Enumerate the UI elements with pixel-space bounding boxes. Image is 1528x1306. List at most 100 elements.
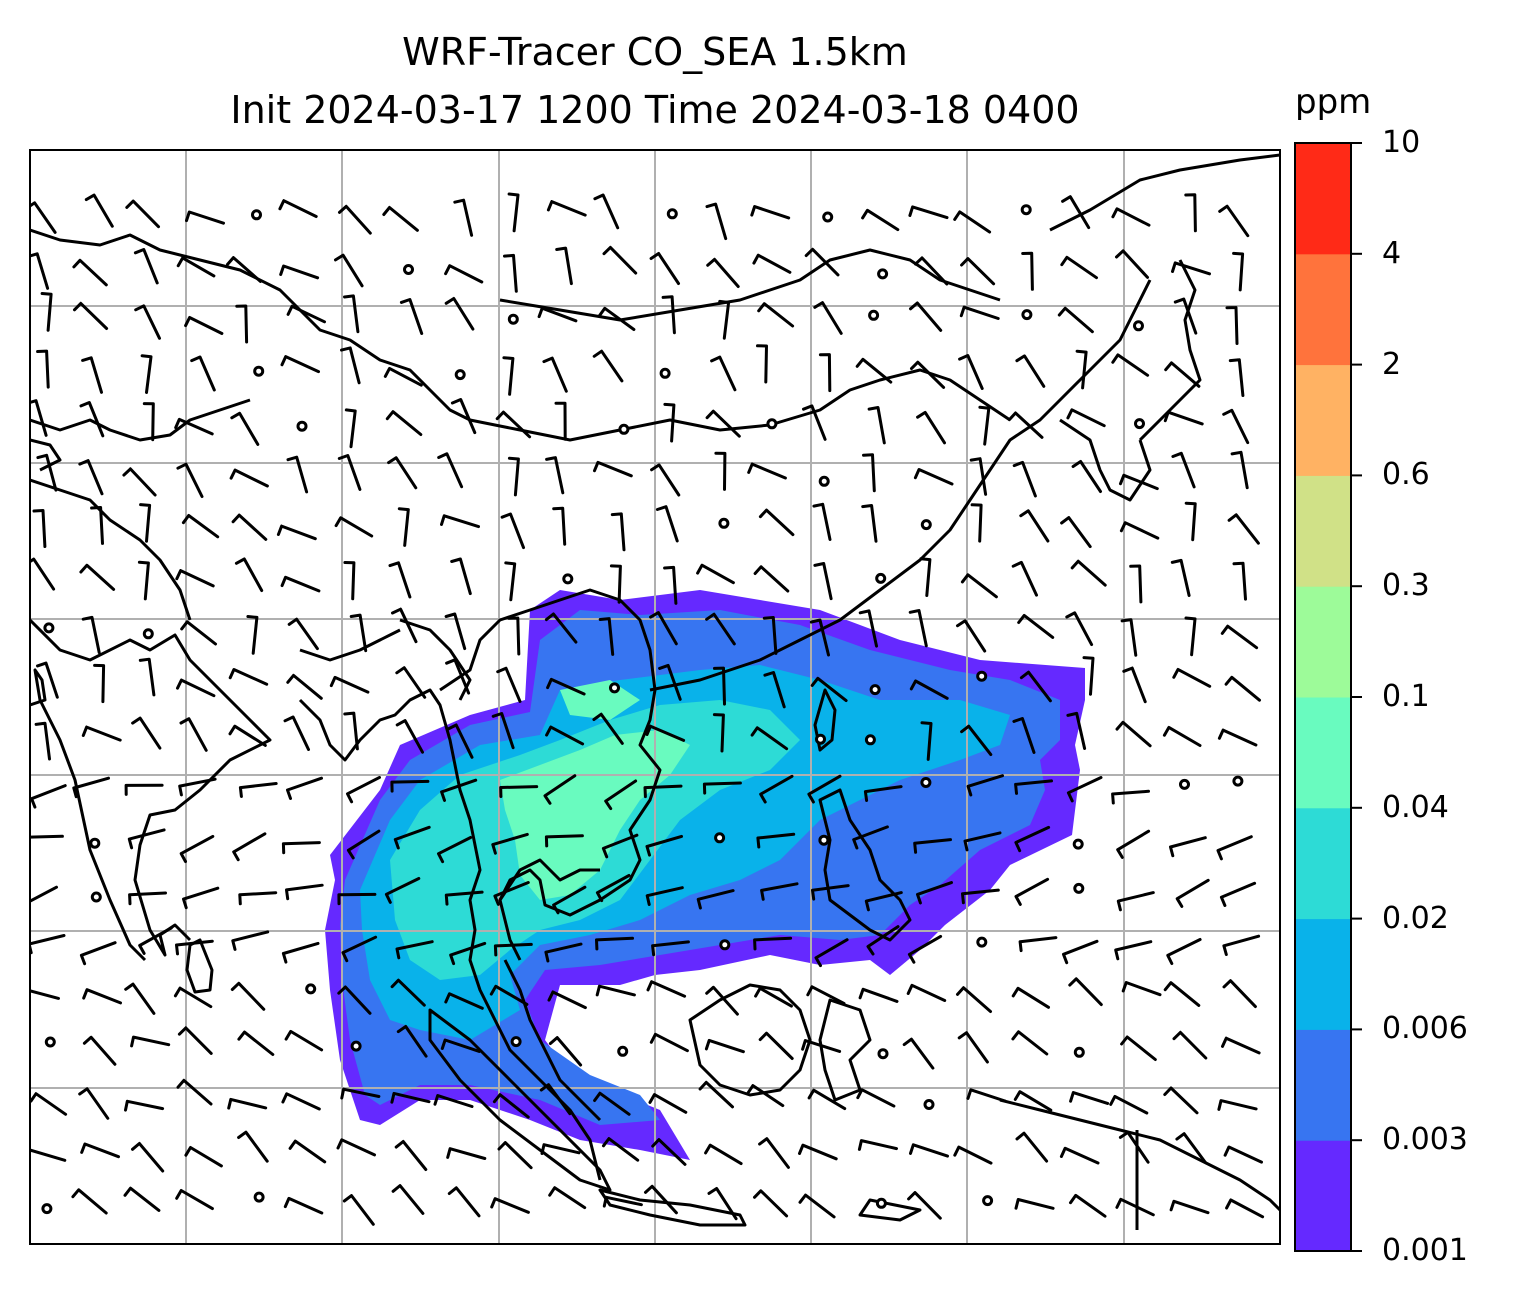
wind-barb: [602, 1195, 643, 1208]
wind-barb: [812, 502, 832, 541]
wind-barb: [646, 980, 687, 998]
calm-wind-circle: [454, 369, 466, 381]
wind-barb: [433, 1094, 474, 1108]
wind-barb: [651, 940, 690, 957]
wind-barb: [1217, 1099, 1258, 1111]
wind-barb: [343, 294, 360, 334]
colorbar-tick-label: 4: [1382, 235, 1402, 271]
wind-barb: [802, 404, 827, 441]
calm-wind-circle: [562, 573, 574, 585]
wind-barb: [1166, 938, 1202, 965]
colorbar-segment: [1295, 697, 1351, 809]
colorbar-segment: [1295, 475, 1351, 587]
map-frame: [29, 149, 1281, 1245]
wind-barb: [227, 1097, 268, 1110]
wind-barb: [698, 1080, 734, 1109]
wind-barb: [966, 1088, 1007, 1103]
wind-barb: [79, 401, 105, 438]
wind-barb: [285, 883, 324, 901]
colorbar-segment: [1295, 807, 1351, 920]
wind-barb: [81, 615, 101, 655]
calm-wind-circle: [253, 1191, 265, 1203]
wind-barb: [856, 1088, 896, 1108]
wind-barb: [1221, 1036, 1261, 1055]
wind-barb: [649, 611, 678, 646]
wind-barb: [960, 257, 996, 286]
wind-barb: [1116, 891, 1155, 912]
wind-barb: [663, 565, 678, 605]
wind-barb: [340, 346, 361, 385]
wind-barb: [444, 992, 484, 1010]
wind-barb: [1115, 1197, 1155, 1217]
calm-wind-circle: [815, 733, 826, 745]
colorbar-tick-label: 0.003: [1382, 1122, 1468, 1158]
wind-barb: [595, 984, 636, 997]
wind-barb: [1060, 255, 1098, 280]
wind-barb: [184, 1146, 223, 1168]
wind-barb: [651, 1138, 687, 1166]
wind-barb: [437, 836, 473, 864]
calm-wind-circle: [1179, 778, 1190, 790]
coast-central-asia: [30, 398, 251, 442]
wind-barb: [446, 1147, 487, 1160]
wind-barb: [592, 349, 624, 383]
wind-barb: [867, 406, 886, 445]
wind-barb: [173, 986, 213, 1009]
wind-barb: [78, 459, 104, 496]
wind-barb: [807, 1088, 847, 1111]
coast-timor: [858, 1198, 922, 1222]
calm-wind-circle: [818, 475, 830, 487]
wind-barb: [131, 1142, 165, 1173]
wind-barb: [495, 410, 532, 439]
wind-barb: [753, 936, 793, 951]
wind-barb: [175, 939, 214, 956]
wind-barbs: [30, 192, 1265, 1226]
calm-wind-circle: [617, 1045, 629, 1057]
wind-barb: [650, 463, 681, 497]
calm-wind-circle: [296, 420, 308, 432]
wind-barb: [702, 781, 742, 795]
wind-barb: [1129, 564, 1143, 604]
wind-barb: [30, 885, 58, 913]
wind-barb: [337, 985, 372, 1015]
wind-barb: [750, 726, 789, 751]
wind-barb: [125, 199, 160, 229]
wind-barb: [956, 619, 987, 653]
colorbar-tick-label: 0.04: [1382, 789, 1449, 825]
wind-barb: [1230, 450, 1249, 490]
wind-barb: [969, 457, 988, 496]
wind-barb: [547, 990, 587, 1010]
wind-barb: [182, 886, 220, 910]
wind-barb: [1164, 361, 1201, 388]
wind-barb: [540, 1143, 581, 1155]
wind-barb: [449, 941, 487, 966]
wind-barb: [953, 1145, 993, 1165]
coast-india-west: [30, 668, 147, 962]
wind-barb: [801, 1039, 842, 1053]
wind-barb: [343, 711, 359, 751]
wind-barb: [1222, 934, 1261, 956]
wind-barb: [238, 891, 278, 906]
wind-barb: [961, 888, 1000, 905]
wind-barb: [1021, 251, 1034, 291]
wind-barb: [81, 725, 122, 742]
wind-barb: [1069, 1193, 1107, 1218]
wind-barb: [445, 658, 471, 695]
wind-barb: [1069, 1091, 1110, 1105]
wind-barb: [36, 349, 50, 389]
wind-barb: [93, 663, 106, 704]
wind-barb: [539, 1083, 572, 1116]
wind-barb: [548, 1036, 583, 1067]
wind-barb: [349, 613, 368, 653]
wind-barb: [595, 874, 631, 903]
wind-barb: [909, 679, 949, 700]
wind-barb: [130, 1035, 171, 1048]
wind-barb: [234, 557, 264, 592]
coast-iran: [30, 478, 192, 621]
wind-barb: [341, 935, 378, 963]
wind-barb: [444, 297, 475, 331]
calm-wind-circle: [718, 517, 730, 529]
wind-barb: [396, 1025, 428, 1058]
wind-barb: [866, 925, 900, 956]
wind-barb: [1007, 411, 1044, 439]
